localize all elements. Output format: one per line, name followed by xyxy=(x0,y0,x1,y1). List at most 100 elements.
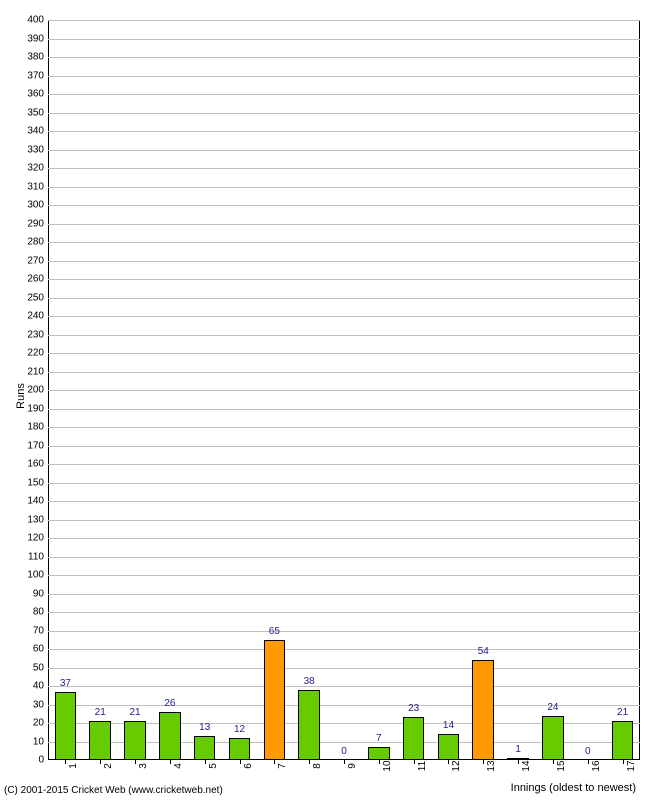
x-tick-label: 9 xyxy=(347,763,358,769)
y-tick-label: 30 xyxy=(33,699,44,710)
y-tick-label: 190 xyxy=(27,403,44,414)
bar xyxy=(55,692,77,760)
x-tick xyxy=(309,760,310,764)
y-tick-label: 220 xyxy=(27,348,44,359)
gridline xyxy=(48,409,640,410)
y-tick-label: 320 xyxy=(27,163,44,174)
gridline xyxy=(48,261,640,262)
y-tick-label: 330 xyxy=(27,144,44,155)
y-tick-label: 100 xyxy=(27,570,44,581)
x-tick xyxy=(414,760,415,764)
bar xyxy=(159,712,181,760)
x-tick-label: 16 xyxy=(591,760,602,771)
bar xyxy=(542,716,564,760)
bar-value-label: 0 xyxy=(341,746,347,757)
y-tick-label: 250 xyxy=(27,292,44,303)
y-tick-label: 400 xyxy=(27,15,44,26)
x-tick-label: 11 xyxy=(417,761,428,771)
y-tick-label: 60 xyxy=(33,644,44,655)
plot-area: 0102030405060708090100110120130140150160… xyxy=(48,20,640,760)
y-tick-label: 180 xyxy=(27,422,44,433)
y-tick-label: 270 xyxy=(27,255,44,266)
y-tick-label: 290 xyxy=(27,218,44,229)
gridline xyxy=(48,446,640,447)
gridline xyxy=(48,279,640,280)
bar xyxy=(438,734,460,760)
gridline xyxy=(48,335,640,336)
y-tick-label: 20 xyxy=(33,718,44,729)
bar xyxy=(403,717,425,760)
gridline xyxy=(48,168,640,169)
bar-value-label: 1 xyxy=(515,744,521,755)
gridline xyxy=(48,131,640,132)
y-tick-label: 200 xyxy=(27,385,44,396)
gridline xyxy=(48,686,640,687)
gridline xyxy=(48,20,640,21)
x-axis-label: Innings (oldest to newest) xyxy=(511,782,636,794)
gridline xyxy=(48,205,640,206)
x-tick xyxy=(65,760,66,764)
y-tick-label: 370 xyxy=(27,70,44,81)
x-tick xyxy=(553,760,554,764)
x-tick-label: 13 xyxy=(486,760,497,771)
gridline xyxy=(48,298,640,299)
bar-value-label: 38 xyxy=(304,676,315,687)
x-tick xyxy=(588,760,589,764)
bar-value-label: 21 xyxy=(617,707,628,718)
y-tick-label: 170 xyxy=(27,440,44,451)
x-tick-label: 12 xyxy=(451,760,462,771)
x-tick-label: 8 xyxy=(312,763,323,769)
gridline xyxy=(48,557,640,558)
chart-container: 0102030405060708090100110120130140150160… xyxy=(0,0,650,800)
bar-value-label: 13 xyxy=(199,722,210,733)
gridline xyxy=(48,501,640,502)
gridline xyxy=(48,150,640,151)
gridline xyxy=(48,372,640,373)
y-tick-label: 340 xyxy=(27,126,44,137)
y-tick-label: 360 xyxy=(27,89,44,100)
bar xyxy=(612,721,634,760)
gridline xyxy=(48,575,640,576)
x-tick-label: 3 xyxy=(138,763,149,769)
y-tick-label: 230 xyxy=(27,329,44,340)
bar xyxy=(298,690,320,760)
bar-value-label: 7 xyxy=(376,733,382,744)
x-tick xyxy=(100,760,101,764)
gridline xyxy=(48,594,640,595)
x-tick xyxy=(379,760,380,764)
y-tick-label: 90 xyxy=(33,588,44,599)
gridline xyxy=(48,390,640,391)
y-tick-label: 300 xyxy=(27,200,44,211)
bar-value-label: 14 xyxy=(443,720,454,731)
gridline xyxy=(48,353,640,354)
bar-value-label: 37 xyxy=(60,678,71,689)
bar xyxy=(194,736,216,760)
y-tick-label: 380 xyxy=(27,52,44,63)
x-tick-label: 6 xyxy=(243,763,254,769)
gridline xyxy=(48,631,640,632)
y-tick-label: 140 xyxy=(27,496,44,507)
x-tick-label: 5 xyxy=(208,763,219,769)
y-tick-label: 240 xyxy=(27,311,44,322)
gridline xyxy=(48,668,640,669)
y-tick-label: 80 xyxy=(33,607,44,618)
gridline xyxy=(48,612,640,613)
bar-value-label: 0 xyxy=(585,746,591,757)
y-tick-label: 210 xyxy=(27,366,44,377)
gridline xyxy=(48,538,640,539)
y-tick-label: 160 xyxy=(27,459,44,470)
bar xyxy=(264,640,286,760)
x-tick xyxy=(518,760,519,764)
x-tick-label: 4 xyxy=(173,763,184,769)
x-tick-label: 17 xyxy=(626,760,637,771)
bar xyxy=(124,721,146,760)
gridline xyxy=(48,464,640,465)
x-tick xyxy=(448,760,449,764)
x-tick-label: 1 xyxy=(68,763,79,769)
y-tick-label: 150 xyxy=(27,477,44,488)
x-tick xyxy=(623,760,624,764)
y-tick-label: 40 xyxy=(33,681,44,692)
gridline xyxy=(48,39,640,40)
gridline xyxy=(48,427,640,428)
y-tick-label: 310 xyxy=(27,181,44,192)
